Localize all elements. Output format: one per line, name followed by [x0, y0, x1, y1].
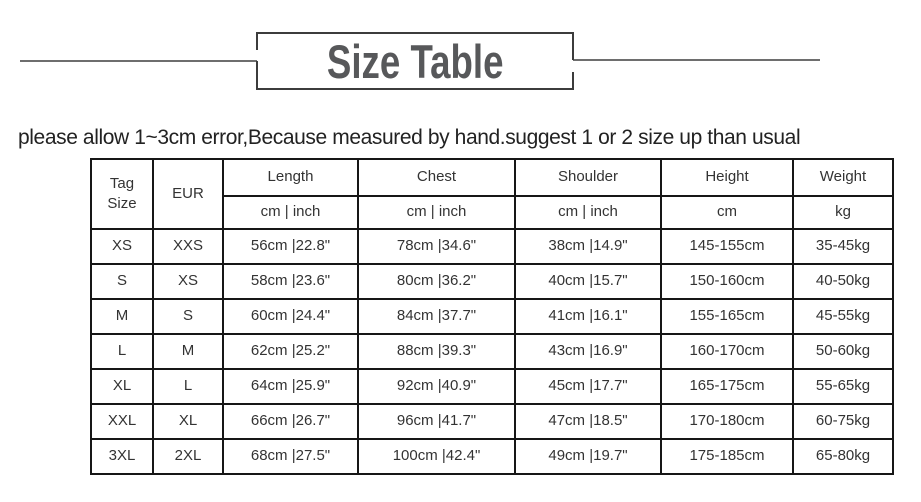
cell-weight: 55-65kg	[792, 368, 894, 405]
cell-length: 66cm |26.7"	[222, 403, 359, 440]
header-length: Length	[222, 158, 359, 197]
header-eur: EUR	[152, 158, 224, 230]
cell-weight: 60-75kg	[792, 403, 894, 440]
cell-length: 60cm |24.4"	[222, 298, 359, 335]
cell-tag: S	[90, 263, 154, 300]
cell-chest: 78cm |34.6"	[357, 228, 516, 265]
header-tag-size: Tag Size	[90, 158, 154, 230]
header-row-units: cm | inch cm | inch cm | inch cm kg	[91, 195, 894, 230]
unit-chest: cm | inch	[357, 195, 516, 230]
cell-shoulder: 49cm |19.7"	[514, 438, 662, 475]
cell-weight: 35-45kg	[792, 228, 894, 265]
cell-eur: XXS	[152, 228, 224, 265]
cell-chest: 96cm |41.7"	[357, 403, 516, 440]
header-row-main: Tag Size EUR Length Chest Shoulder Heigh…	[90, 158, 894, 230]
size-row-s: S XS 58cm |23.6" 80cm |36.2" 40cm |15.7"…	[90, 263, 894, 300]
cell-height: 145-155cm	[660, 228, 794, 265]
unit-weight: kg	[792, 195, 894, 230]
cell-weight: 50-60kg	[792, 333, 894, 370]
size-row-xl: XL L 64cm |25.9" 92cm |40.9" 45cm |17.7"…	[90, 368, 894, 405]
cell-weight: 45-55kg	[792, 298, 894, 335]
cell-tag: XL	[90, 368, 154, 405]
cell-eur: M	[152, 333, 224, 370]
cell-tag: L	[90, 333, 154, 370]
cell-tag: XS	[90, 228, 154, 265]
cell-tag: 3XL	[90, 438, 154, 475]
banner-frame-decoration	[20, 32, 820, 90]
cell-chest: 92cm |40.9"	[357, 368, 516, 405]
size-row-xs: XS XXS 56cm |22.8" 78cm |34.6" 38cm |14.…	[90, 228, 894, 265]
cell-length: 64cm |25.9"	[222, 368, 359, 405]
cell-eur: L	[152, 368, 224, 405]
unit-height: cm	[660, 195, 794, 230]
cell-chest: 100cm |42.4"	[357, 438, 516, 475]
size-row-xxl: XXL XL 66cm |26.7" 96cm |41.7" 47cm |18.…	[90, 403, 894, 440]
cell-tag: XXL	[90, 403, 154, 440]
cell-length: 68cm |27.5"	[222, 438, 359, 475]
cell-height: 170-180cm	[660, 403, 794, 440]
cell-height: 155-165cm	[660, 298, 794, 335]
size-table: Tag Size EUR Length Chest Shoulder Heigh…	[90, 158, 894, 475]
unit-shoulder: cm | inch	[514, 195, 662, 230]
cell-chest: 84cm |37.7"	[357, 298, 516, 335]
title-box: Size Table	[257, 33, 573, 89]
size-row-m: M S 60cm |24.4" 84cm |37.7" 41cm |16.1" …	[90, 298, 894, 335]
header-shoulder: Shoulder	[514, 158, 662, 197]
cell-eur: XL	[152, 403, 224, 440]
cell-eur: S	[152, 298, 224, 335]
header-chest: Chest	[357, 158, 516, 197]
cell-shoulder: 45cm |17.7"	[514, 368, 662, 405]
cell-height: 150-160cm	[660, 263, 794, 300]
cell-shoulder: 43cm |16.9"	[514, 333, 662, 370]
cell-chest: 88cm |39.3"	[357, 333, 516, 370]
page-title: Size Table	[326, 34, 504, 88]
cell-shoulder: 40cm |15.7"	[514, 263, 662, 300]
cell-tag: M	[90, 298, 154, 335]
cell-height: 160-170cm	[660, 333, 794, 370]
cell-length: 62cm |25.2"	[222, 333, 359, 370]
cell-weight: 40-50kg	[792, 263, 894, 300]
cell-shoulder: 47cm |18.5"	[514, 403, 662, 440]
cell-eur: XS	[152, 263, 224, 300]
cell-shoulder: 38cm |14.9"	[514, 228, 662, 265]
cell-weight: 65-80kg	[792, 438, 894, 475]
measurement-note: please allow 1~3cm error,Because measure…	[18, 126, 801, 149]
header-weight: Weight	[792, 158, 894, 197]
cell-length: 56cm |22.8"	[222, 228, 359, 265]
size-row-l: L M 62cm |25.2" 88cm |39.3" 43cm |16.9" …	[90, 333, 894, 370]
cell-chest: 80cm |36.2"	[357, 263, 516, 300]
header-height: Height	[660, 158, 794, 197]
size-row-3xl: 3XL 2XL 68cm |27.5" 100cm |42.4" 49cm |1…	[90, 438, 894, 475]
cell-length: 58cm |23.6"	[222, 263, 359, 300]
cell-eur: 2XL	[152, 438, 224, 475]
cell-height: 175-185cm	[660, 438, 794, 475]
cell-height: 165-175cm	[660, 368, 794, 405]
cell-shoulder: 41cm |16.1"	[514, 298, 662, 335]
unit-length: cm | inch	[222, 195, 359, 230]
